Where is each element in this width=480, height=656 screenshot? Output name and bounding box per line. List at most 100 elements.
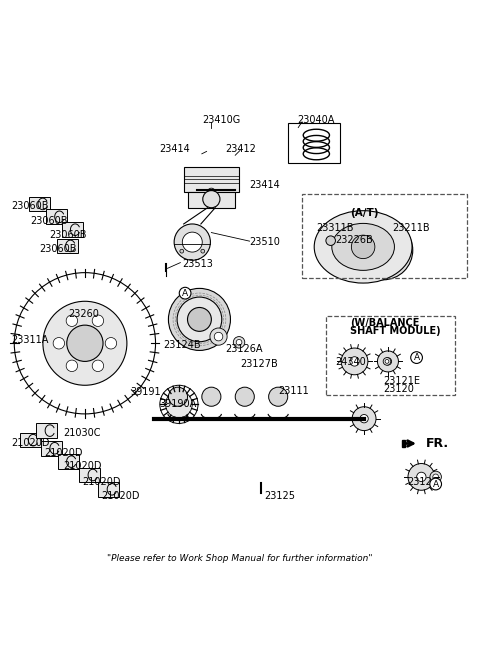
Text: 23414: 23414 xyxy=(159,144,190,154)
Bar xyxy=(98,482,119,497)
Text: 39190A: 39190A xyxy=(159,400,196,409)
Circle shape xyxy=(168,387,188,406)
Circle shape xyxy=(417,472,426,482)
Circle shape xyxy=(166,391,192,418)
Text: 24340: 24340 xyxy=(336,358,366,367)
Text: 39191: 39191 xyxy=(130,388,161,398)
Circle shape xyxy=(384,358,392,365)
Text: 21020D: 21020D xyxy=(83,477,121,487)
Circle shape xyxy=(370,264,376,271)
Circle shape xyxy=(105,338,117,349)
Ellipse shape xyxy=(332,224,395,270)
Circle shape xyxy=(174,224,210,260)
Text: 23126A: 23126A xyxy=(226,344,263,354)
Circle shape xyxy=(385,359,389,363)
Text: (A/T): (A/T) xyxy=(350,209,378,218)
Text: 23412: 23412 xyxy=(226,144,256,154)
Circle shape xyxy=(390,230,396,236)
Circle shape xyxy=(269,387,288,406)
Circle shape xyxy=(326,236,336,245)
Text: 23124B: 23124B xyxy=(164,340,201,350)
Text: 23060B: 23060B xyxy=(49,230,86,240)
Text: 23226B: 23226B xyxy=(336,235,373,245)
Circle shape xyxy=(370,230,376,236)
Text: 23513: 23513 xyxy=(183,258,214,268)
Circle shape xyxy=(370,237,396,264)
Circle shape xyxy=(210,328,227,345)
Circle shape xyxy=(214,333,223,341)
Circle shape xyxy=(360,415,368,423)
Text: 23120: 23120 xyxy=(407,477,438,487)
Circle shape xyxy=(168,289,230,350)
Circle shape xyxy=(354,220,413,280)
Text: 21030C: 21030C xyxy=(63,428,101,438)
Circle shape xyxy=(233,337,245,348)
Text: 23125: 23125 xyxy=(264,491,295,501)
Bar xyxy=(61,222,83,237)
Text: 21020D: 21020D xyxy=(63,461,102,472)
Circle shape xyxy=(236,339,242,345)
Text: 23414: 23414 xyxy=(250,180,280,190)
Circle shape xyxy=(235,387,254,406)
Circle shape xyxy=(92,360,104,371)
Text: 23040A: 23040A xyxy=(297,115,335,125)
Circle shape xyxy=(352,407,376,430)
Text: 23311B: 23311B xyxy=(316,223,354,233)
Text: 23060B: 23060B xyxy=(11,201,48,211)
Text: A: A xyxy=(182,289,188,298)
Text: 23060B: 23060B xyxy=(30,216,68,226)
Circle shape xyxy=(92,315,104,327)
Circle shape xyxy=(43,301,127,385)
Bar xyxy=(184,167,239,192)
Bar xyxy=(46,209,67,224)
Circle shape xyxy=(383,358,391,365)
Bar xyxy=(29,197,50,211)
Text: 23410G: 23410G xyxy=(202,115,240,125)
Circle shape xyxy=(67,325,103,361)
Circle shape xyxy=(201,249,204,253)
Bar xyxy=(288,123,340,163)
Text: 23111: 23111 xyxy=(278,386,309,396)
Text: A: A xyxy=(413,353,420,362)
Circle shape xyxy=(202,387,221,406)
Circle shape xyxy=(66,315,78,327)
Text: FR.: FR. xyxy=(426,437,449,450)
Text: 23260: 23260 xyxy=(68,309,99,319)
Text: 23060B: 23060B xyxy=(39,244,77,255)
Circle shape xyxy=(430,471,442,483)
Text: 23121E: 23121E xyxy=(383,377,420,386)
Circle shape xyxy=(351,235,375,258)
Circle shape xyxy=(377,351,398,372)
Circle shape xyxy=(66,360,78,371)
Circle shape xyxy=(203,190,220,208)
Circle shape xyxy=(350,357,359,366)
Circle shape xyxy=(207,188,215,195)
Bar xyxy=(402,440,405,447)
Circle shape xyxy=(53,338,65,349)
Bar xyxy=(36,423,57,438)
Text: 21020D: 21020D xyxy=(102,491,140,501)
Text: "Please refer to Work Shop Manual for further information": "Please refer to Work Shop Manual for fu… xyxy=(107,554,373,563)
Circle shape xyxy=(180,249,184,253)
Bar xyxy=(302,194,467,278)
Bar xyxy=(188,192,235,208)
Text: 21020D: 21020D xyxy=(44,448,83,458)
Circle shape xyxy=(433,474,439,480)
Bar xyxy=(20,433,40,447)
Circle shape xyxy=(360,247,366,254)
Text: 23120: 23120 xyxy=(383,384,414,394)
Text: A: A xyxy=(432,480,439,489)
Text: (W/BALANCE: (W/BALANCE xyxy=(350,318,419,328)
Circle shape xyxy=(182,232,202,252)
Text: 23510: 23510 xyxy=(250,237,280,247)
Circle shape xyxy=(408,464,435,490)
Text: 21020D: 21020D xyxy=(11,438,49,449)
Circle shape xyxy=(341,348,368,375)
Text: SHAFT MODULE): SHAFT MODULE) xyxy=(350,326,440,337)
Bar xyxy=(57,239,78,253)
Bar xyxy=(79,468,100,482)
Bar xyxy=(326,316,455,395)
Ellipse shape xyxy=(314,211,412,283)
Circle shape xyxy=(188,308,211,331)
Text: 23311A: 23311A xyxy=(11,335,48,345)
